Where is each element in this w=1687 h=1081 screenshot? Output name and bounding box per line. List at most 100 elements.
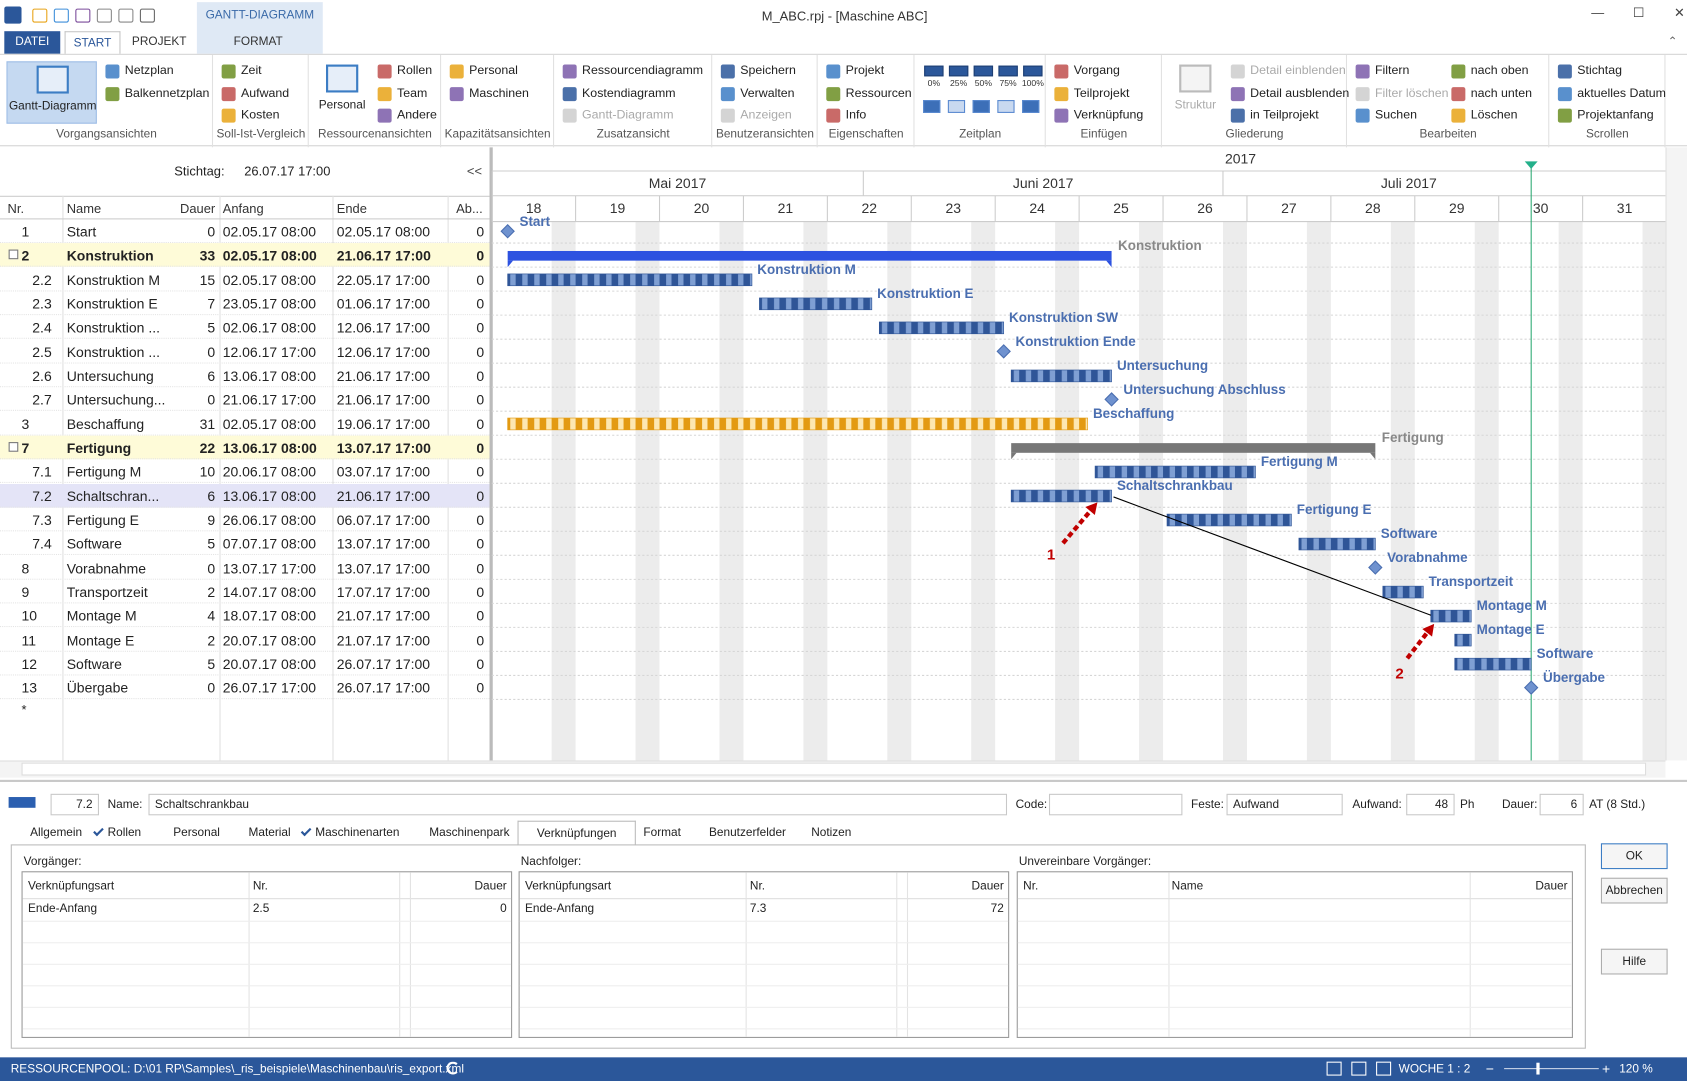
ribbon-button[interactable]: Zeit — [219, 61, 304, 81]
ribbon-button[interactable]: Vorgang — [1052, 61, 1157, 81]
new-row-marker[interactable]: * — [21, 701, 27, 718]
zoom-thumb[interactable] — [1536, 1062, 1540, 1075]
zoom-button[interactable]: 25% — [948, 65, 970, 94]
ribbon-button[interactable]: Löschen — [1449, 105, 1545, 125]
ribbon-button[interactable]: Netzplan — [103, 61, 208, 81]
ribbon-button[interactable]: Maschinen — [448, 83, 550, 103]
ribbon-big-button[interactable]: Struktur — [1168, 61, 1222, 123]
table-row[interactable]: 7.4 Software 5 07.07.17 08:00 13.07.17 17:00… — [0, 532, 490, 556]
scroll-thumb[interactable] — [21, 762, 1647, 776]
detail-tab[interactable]: Maschinenarten — [300, 821, 417, 846]
table-row[interactable]: 7 Fertigung 22 13.06.17 08:00 13.07.17 17:00… — [0, 435, 490, 460]
ribbon-button[interactable]: Detail einblenden — [1229, 61, 1346, 81]
grid-column-header[interactable]: Nr. — [1023, 879, 1039, 893]
zoom-button[interactable]: 0% — [923, 65, 945, 94]
zoom-button[interactable]: 50% — [973, 65, 995, 94]
table-row[interactable]: 2.7 Untersuchung... 0 21.06.17 17:00 21.06.1… — [0, 388, 490, 412]
grid-column-header[interactable]: Name — [1171, 879, 1204, 893]
ribbon-button[interactable]: aktuelles Datum — [1556, 83, 1666, 103]
window-control[interactable]: ✕ — [1674, 5, 1685, 21]
ribbon-button[interactable]: Speichern — [719, 61, 814, 81]
table-row[interactable]: 2 Konstruktion 33 02.05.17 08:00 21.06.17 17… — [0, 243, 490, 268]
ribbon-button[interactable]: Kostendiagramm — [561, 83, 708, 103]
ribbon-button[interactable]: Teilprojekt — [1052, 83, 1157, 103]
table-row[interactable]: 7.3 Fertigung E 9 26.06.17 08:00 06.07.17 17… — [0, 508, 490, 532]
quick-access-button[interactable] — [96, 8, 112, 23]
table-row[interactable]: 7.2 Schaltschran... 6 13.06.17 08:00 21.06.1… — [0, 483, 490, 508]
ribbon-button[interactable]: Suchen — [1353, 105, 1449, 125]
table-row[interactable]: 2.4 Konstruktion ... 5 02.06.17 08:00 12.06.… — [0, 315, 490, 340]
dialog-button[interactable]: OK — [1600, 843, 1668, 870]
column-header[interactable]: Nr. — [7, 201, 25, 217]
table-row[interactable]: 2.2 Konstruktion M 15 02.05.17 08:00 22.05.1… — [0, 267, 490, 292]
zoom-button[interactable]: 75% — [997, 65, 1019, 94]
ribbon-button[interactable]: Projekt — [824, 61, 910, 81]
column-header[interactable]: Anfang — [222, 201, 264, 217]
zoom-minus[interactable]: − — [1485, 1060, 1494, 1077]
ribbon-tab[interactable]: START — [64, 31, 121, 55]
ribbon-button[interactable]: Ressourcen — [824, 83, 912, 103]
detail-tab[interactable]: Format — [625, 821, 699, 846]
ribbon-big-button[interactable]: Gantt-Diagramm — [6, 61, 97, 124]
detail-tab[interactable]: Maschinenpark — [411, 821, 528, 846]
ribbon-button[interactable]: Verknüpfung — [1052, 105, 1157, 125]
detail-tab[interactable]: Personal — [155, 821, 238, 846]
ribbon-button[interactable]: Projektanfang — [1556, 105, 1661, 125]
quick-access-button[interactable] — [32, 8, 48, 23]
table-row[interactable]: 2.5 Konstruktion ... 0 12.06.17 17:00 12.06.… — [0, 340, 490, 364]
name-field[interactable]: Schaltschrankbau — [148, 793, 1008, 816]
grid-column-header[interactable]: Dauer — [1535, 879, 1568, 893]
quick-access-button[interactable] — [75, 8, 91, 23]
grid-column-header[interactable]: Dauer — [971, 879, 1004, 893]
view-icon[interactable] — [1326, 1061, 1342, 1076]
zoom-button-secondary[interactable] — [1022, 100, 1040, 113]
grid-column-header[interactable]: Dauer — [474, 879, 507, 893]
grid-column-header[interactable]: Verknüpfungsart — [27, 879, 115, 893]
column-header[interactable]: Name — [66, 201, 102, 217]
refresh-icon[interactable] — [446, 1061, 460, 1075]
detail-tab[interactable]: Material — [230, 821, 309, 846]
ribbon-button[interactable]: Filtern — [1353, 61, 1449, 81]
ribbon-button[interactable]: Kosten — [219, 105, 304, 125]
ribbon-big-button[interactable]: Personal — [315, 61, 369, 123]
table-row[interactable]: 3 Beschaffung 31 02.05.17 08:00 19.06.17 17:… — [0, 412, 490, 436]
table-row[interactable]: 1 Start 0 02.05.17 08:00 02.05.17 08:00 0 — [0, 219, 490, 244]
quick-access-button[interactable] — [139, 8, 155, 23]
zoom-button-secondary[interactable] — [947, 100, 966, 113]
dialog-button[interactable]: Hilfe — [1600, 948, 1668, 975]
detail-tab[interactable]: Verknüpfungen — [517, 820, 636, 846]
feste-select[interactable]: Aufwand — [1226, 793, 1343, 816]
window-control[interactable]: ☐ — [1632, 5, 1645, 21]
ribbon-button[interactable]: in Teilprojekt — [1229, 105, 1343, 125]
ribbon-button[interactable]: Stichtag — [1556, 61, 1661, 81]
detail-tab[interactable]: Notizen — [793, 821, 870, 846]
ribbon-button[interactable]: Filter löschen — [1353, 83, 1449, 103]
column-header[interactable]: Dauer — [180, 201, 216, 217]
id-field[interactable]: 7.2 — [50, 793, 99, 816]
aufwand-field[interactable]: 48 — [1406, 793, 1455, 816]
ribbon-button[interactable]: nach oben — [1449, 61, 1545, 81]
ribbon-button[interactable]: Anzeigen — [719, 105, 814, 125]
zoom-button-secondary[interactable] — [923, 100, 941, 113]
table-row[interactable]: 11 Montage E 2 20.07.17 08:00 21.07.17 17:00… — [0, 628, 490, 652]
code-field[interactable] — [1048, 793, 1183, 816]
zoom-button-secondary[interactable] — [972, 100, 990, 113]
detail-tab[interactable]: Benutzerfelder — [691, 821, 805, 846]
column-header[interactable]: Ab... — [456, 201, 483, 217]
zoom-slider[interactable] — [1504, 1068, 1599, 1070]
view-icon[interactable] — [1351, 1061, 1367, 1076]
grid-column-header[interactable]: Nr. — [252, 879, 268, 893]
ribbon-button[interactable]: Rollen — [375, 61, 436, 81]
ribbon-button[interactable]: Aufwand — [219, 83, 304, 103]
ribbon-button[interactable]: Balkennetzplan — [103, 83, 209, 103]
table-row[interactable]: 2.6 Untersuchung 6 13.06.17 08:00 21.06.17 1… — [0, 364, 490, 388]
ribbon-button[interactable]: Team — [375, 83, 436, 103]
ribbon-tab[interactable]: FORMAT — [233, 35, 283, 49]
zoom-button-secondary[interactable] — [997, 100, 1015, 113]
ribbon-tab[interactable]: DATEI — [4, 31, 61, 55]
view-icon[interactable] — [1376, 1061, 1392, 1076]
table-row[interactable]: 2.3 Konstruktion E 7 23.05.17 08:00 01.06.17… — [0, 291, 490, 316]
grid-column-header[interactable]: Nr. — [749, 879, 766, 893]
ribbon-button[interactable]: Detail ausblenden — [1229, 83, 1349, 103]
quick-access-button[interactable] — [118, 8, 134, 23]
